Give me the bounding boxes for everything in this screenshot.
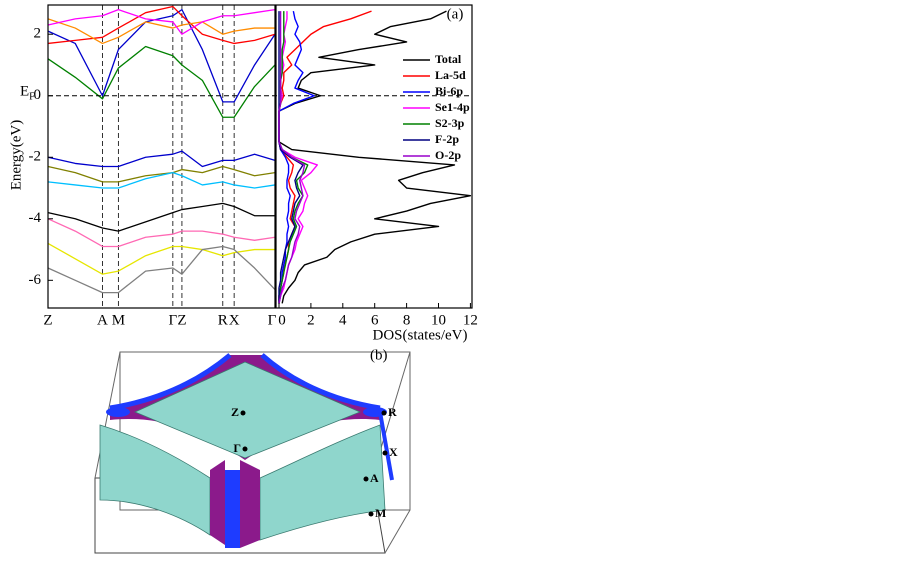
x-tick-label: Γ (268, 312, 277, 328)
legend-label: La-5d (435, 68, 466, 82)
band-line (47, 18, 275, 45)
x-tick-label: 8 (403, 312, 411, 328)
panel-label: (a) (447, 6, 464, 22)
k-point (381, 410, 387, 416)
dos-line (278, 11, 304, 304)
sheet-edge (109, 353, 232, 411)
dos-line (278, 11, 306, 304)
x-tick-label: X (229, 312, 240, 328)
k-point-label: R (388, 405, 397, 419)
y-tick-label: -4 (29, 210, 42, 226)
sheet (225, 470, 240, 548)
legend-label: Se1-4p (435, 100, 470, 114)
k-point (368, 511, 374, 517)
box-edge (94, 351, 121, 479)
x-axis-label: DOS(states/eV) (373, 327, 468, 343)
dos-line (278, 11, 315, 304)
band-line (47, 5, 276, 45)
fermi-label: EF (20, 84, 35, 103)
sheet (99, 424, 211, 536)
box-edge (384, 509, 411, 554)
band-line (47, 150, 276, 168)
dos-line (278, 10, 472, 304)
sheet (210, 460, 225, 545)
k-point-label: X (389, 445, 398, 459)
band-line (47, 245, 276, 294)
x-tick-label: R (218, 312, 228, 328)
k-point (363, 476, 369, 482)
fermi-surface: (b) Z Γ R XA M (94, 347, 411, 554)
band-line (47, 8, 276, 103)
legend-label: Total (435, 52, 462, 66)
y-tick-label: 0 (34, 87, 42, 103)
pocket (106, 407, 130, 417)
x-tick-label: M (112, 312, 125, 328)
band-frame (47, 4, 276, 309)
x-tick-label: 6 (371, 312, 379, 328)
x-tick-label: Z (43, 312, 52, 328)
band-line (47, 8, 276, 35)
k-point (240, 410, 246, 416)
k-point-label: M (375, 506, 386, 520)
sheet-edge (260, 353, 381, 411)
band-line (47, 45, 276, 118)
x-tick-label: A (97, 312, 108, 328)
legend-label: Bi-6p (435, 84, 463, 98)
legend-label: S2-3p (435, 116, 465, 130)
legend-label: F-2p (435, 132, 459, 146)
y-axis-label: Energy(eV) (8, 120, 24, 191)
k-point-label: Z (231, 405, 239, 419)
x-tick-label: Γ (169, 312, 178, 328)
x-tick-label: 4 (339, 312, 347, 328)
k-point (242, 446, 248, 452)
band-line (47, 165, 276, 183)
band-line (47, 171, 276, 189)
x-tick-label: 10 (431, 312, 446, 328)
sheet-edge (378, 411, 394, 481)
y-tick-label: -6 (29, 272, 42, 288)
x-tick-label: 2 (307, 312, 315, 328)
k-point (382, 450, 388, 456)
k-point-label: A (370, 471, 379, 485)
y-tick-label: -2 (29, 149, 42, 165)
top-sheet (133, 361, 362, 459)
fermi-label-sub: F (29, 92, 35, 103)
x-tick-label: Z (177, 312, 186, 328)
y-tick-label: 2 (34, 26, 42, 42)
k-point-label: Γ (233, 441, 241, 455)
x-tick-label: 0 (278, 312, 286, 328)
band-line (47, 218, 276, 248)
legend-label: O-2p (435, 148, 461, 162)
band-line (47, 202, 275, 232)
dos-frame (275, 4, 473, 309)
sheet (240, 460, 260, 548)
fermi-label-main: E (20, 84, 29, 100)
sheet (259, 424, 386, 541)
panel-label: (b) (370, 347, 388, 363)
x-tick-label: 12 (463, 312, 478, 328)
